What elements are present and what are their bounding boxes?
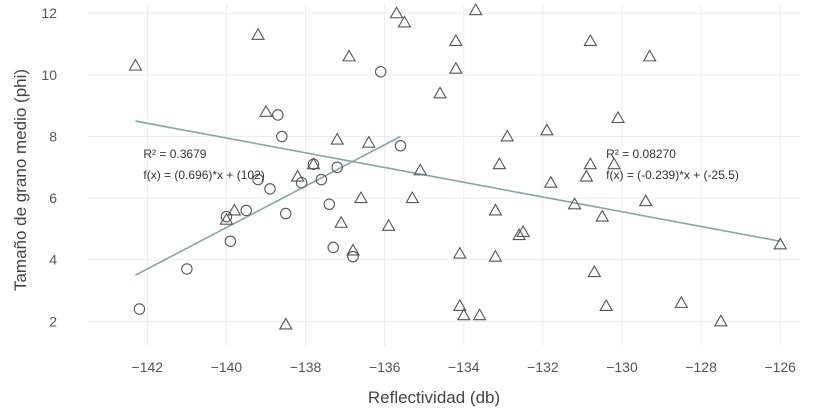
data-point-triangle [251, 27, 266, 40]
x-tick-label: −142 [132, 359, 164, 375]
data-point-triangle [290, 169, 305, 182]
data-point-triangle [433, 86, 447, 99]
x-tick-label: −126 [764, 359, 796, 375]
data-point-circle [280, 207, 292, 220]
data-point-triangle [642, 49, 657, 62]
y-tick-label: 8 [49, 128, 57, 144]
data-point-triangle [389, 6, 404, 19]
data-point-triangle [353, 190, 368, 204]
data-point-circle [133, 303, 146, 315]
data-point-triangle [607, 157, 622, 170]
data-point-triangle [488, 249, 503, 262]
y-axis-title: Tamaño de grano medio (phi) [11, 69, 30, 291]
x-tick-label: −136 [369, 359, 401, 375]
y-tick-label: 10 [41, 67, 57, 83]
data-point-circle [224, 235, 237, 247]
data-point-triangle [583, 157, 598, 170]
data-point-triangle [567, 197, 582, 210]
x-tick-label: −138 [290, 359, 322, 375]
data-point-circle [327, 241, 339, 254]
data-point-triangle [219, 212, 234, 225]
data-point-triangle [448, 33, 463, 47]
trendlines [135, 120, 781, 276]
data-point-triangle [492, 157, 507, 170]
data-point-triangle [488, 203, 503, 216]
annotations: R² = 0.3679 f(x) = (0.696)*x + (102) R² … [143, 147, 739, 182]
trendline [135, 135, 401, 276]
data-point-triangle [448, 61, 463, 74]
x-tick-label: −134 [448, 359, 480, 375]
annotation-left-formula: f(x) = (0.696)*x + (102) [143, 168, 264, 182]
data-point-triangle [611, 110, 625, 124]
data-point-triangle [512, 227, 527, 241]
data-point-triangle [539, 123, 554, 136]
data-point-triangle [361, 135, 376, 148]
data-point-triangle [334, 215, 349, 228]
data-point-circle [220, 210, 233, 223]
data-point-triangle [330, 132, 345, 145]
annotation-left-r2: R² = 0.3679 [143, 147, 206, 161]
grid-lines [88, 4, 800, 346]
data-point-triangle [595, 209, 610, 222]
data-point-triangle [128, 58, 143, 71]
x-tick-label: −128 [685, 359, 717, 375]
data-point-triangle [452, 246, 467, 259]
data-point-circle [181, 263, 193, 275]
data-point-triangle [579, 169, 594, 182]
data-point-triangle [713, 314, 728, 327]
data-point-triangle [227, 203, 242, 216]
data-points [128, 3, 788, 330]
annotation-right-formula: f(x) = (-0.239)*x + (-25.5) [606, 168, 739, 182]
data-point-triangle [397, 15, 412, 28]
y-tick-label: 12 [41, 5, 57, 21]
data-point-circle [331, 161, 343, 174]
data-point-triangle [773, 237, 788, 250]
data-point-triangle [259, 104, 273, 117]
x-tick-label: −132 [527, 359, 559, 375]
data-point-circle [374, 66, 387, 78]
y-tick-label: 6 [49, 190, 57, 206]
data-point-triangle [599, 298, 614, 311]
data-point-triangle [405, 190, 420, 204]
data-point-circle [276, 130, 288, 143]
x-tick-label: −140 [211, 359, 243, 375]
data-point-triangle [674, 295, 689, 308]
x-axis-title: Reflectividad (db) [368, 388, 500, 407]
trendline [135, 120, 781, 243]
tick-labels: −142 −140 −138 −136 −134 −132 −130 −128 −126 2 4 6 8… [41, 5, 796, 375]
data-point-triangle [472, 308, 487, 321]
data-point-triangle [278, 317, 293, 330]
data-point-circle [272, 109, 284, 121]
data-point-triangle [587, 264, 602, 278]
x-tick-label: −130 [606, 359, 638, 375]
data-point-triangle [583, 33, 598, 47]
data-point-triangle [413, 163, 428, 176]
data-point-triangle [456, 308, 471, 321]
y-tick-label: 4 [49, 252, 57, 268]
data-point-triangle [306, 157, 321, 170]
data-point-triangle [381, 218, 396, 231]
data-point-triangle [516, 224, 531, 238]
data-point-triangle [342, 49, 357, 62]
data-point-triangle [346, 243, 360, 256]
data-point-triangle [452, 298, 467, 311]
data-point-triangle [500, 129, 515, 142]
data-point-circle [264, 183, 276, 195]
y-tick-label: 2 [49, 313, 57, 329]
data-point-circle [252, 173, 264, 186]
annotation-right-r2: R² = 0.08270 [606, 147, 676, 161]
data-point-circle [323, 198, 336, 211]
data-point-circle [347, 250, 359, 263]
data-point-triangle [468, 3, 483, 16]
data-point-triangle [543, 175, 558, 188]
data-point-circle [240, 204, 252, 217]
data-point-circle [394, 139, 407, 152]
data-point-triangle [638, 194, 653, 207]
data-point-circle [315, 173, 328, 186]
